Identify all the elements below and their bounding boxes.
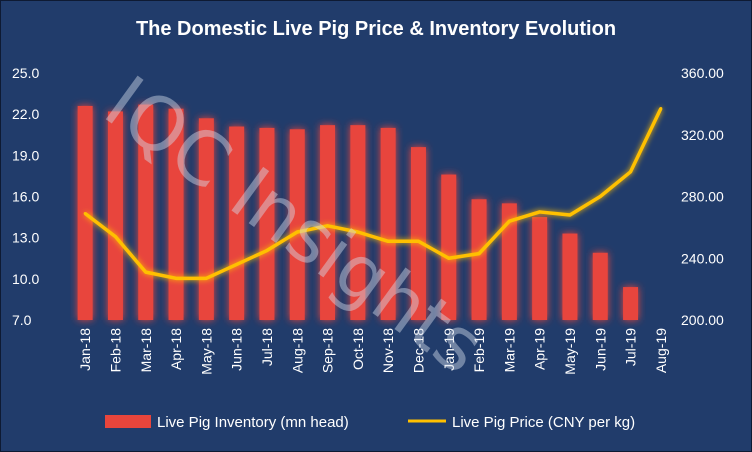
bar [259,127,275,320]
line-point [235,262,239,266]
line-point [386,239,390,243]
y-left-tick-label: 16.0 [12,189,39,205]
x-axis: Jan-18 Feb-18 Mar-18 Apr-18 May-18 Jun-18 Jul-… [77,328,669,375]
x-tick-label: Feb-19 [471,328,487,373]
bar [592,252,608,320]
line-point [204,276,208,280]
line-point [356,230,360,234]
x-tick-label: Aug-19 [653,328,669,373]
line-point [477,252,481,256]
x-tick-label: Apr-18 [168,328,184,370]
bar [532,217,548,320]
y-right-tick-label: 320.00 [681,127,724,143]
legend-line-label: Live Pig Price (CNY per kg) [452,414,635,431]
line-point [174,276,178,280]
bar [229,126,245,321]
x-tick-label: Dec-18 [410,328,426,373]
bar [380,127,396,320]
legend: Live Pig Inventory (mn head) Live Pig Pr… [105,414,635,431]
x-tick-label: Oct-18 [350,328,366,370]
x-tick-label: Jul-18 [259,328,275,366]
y-left-tick-label: 22.0 [12,106,39,122]
line-point [295,230,299,234]
line-point [83,211,87,215]
line-point [507,219,511,223]
x-tick-label: Nov-18 [380,328,396,373]
y-left-tick-label: 10.0 [12,271,39,287]
x-tick-label: May-19 [562,328,578,375]
x-tick-label: Mar-19 [501,328,517,373]
bar [441,174,457,320]
x-tick-label: Mar-18 [138,328,154,373]
line-point [144,270,148,274]
legend-bar-swatch [105,415,151,428]
line-point [416,239,420,243]
x-tick-label: Jun-18 [229,328,245,371]
x-tick-label: Jan-18 [77,328,93,371]
x-tick-label: Sep-18 [320,328,336,373]
bar [198,118,214,321]
line-point [629,170,633,174]
x-tick-label: Jul-19 [623,328,639,366]
x-tick-label: May-18 [198,328,214,375]
y-right-tick-label: 200.00 [681,312,724,328]
y-axis-right: 200.00 240.00 280.00 320.00 360.00 [681,65,724,328]
y-left-tick-label: 19.0 [12,147,39,163]
bar [410,147,426,320]
line-point [113,235,117,239]
y-left-tick-label: 13.0 [12,230,39,246]
line-point [659,107,663,111]
bar [623,287,639,320]
bar [320,125,336,321]
price-line [84,107,663,281]
x-tick-label: Apr-19 [532,328,548,370]
bar [471,199,487,320]
line-point [265,249,269,253]
line-point [598,195,602,198]
line-series [83,107,663,281]
y-right-tick-label: 360.00 [681,65,724,81]
line-point [538,210,542,214]
x-tick-label: Jun-19 [592,328,608,371]
bar [289,129,305,320]
x-tick-label: Jan-19 [441,328,457,371]
bar [107,111,123,320]
bar [501,203,517,320]
chart-title: The Domestic Live Pig Price & Inventory … [135,18,617,40]
line-point [326,224,330,228]
bar [168,108,184,320]
legend-bar-label: Live Pig Inventory (mn head) [157,414,349,431]
line-point [568,213,572,217]
bar [562,233,578,320]
y-left-tick-label: 25.0 [12,65,39,81]
bar-series [77,104,639,321]
y-right-tick-label: 240.00 [681,250,724,266]
y-right-tick-label: 280.00 [681,189,724,205]
x-tick-label: Aug-18 [289,328,305,373]
y-left-tick-label: 7.0 [12,312,32,328]
bar [350,125,366,321]
y-axis-left: 7.0 10.0 13.0 16.0 19.0 22.0 25.0 [12,65,39,328]
x-tick-label: Feb-18 [107,328,123,373]
line-point [447,256,451,260]
